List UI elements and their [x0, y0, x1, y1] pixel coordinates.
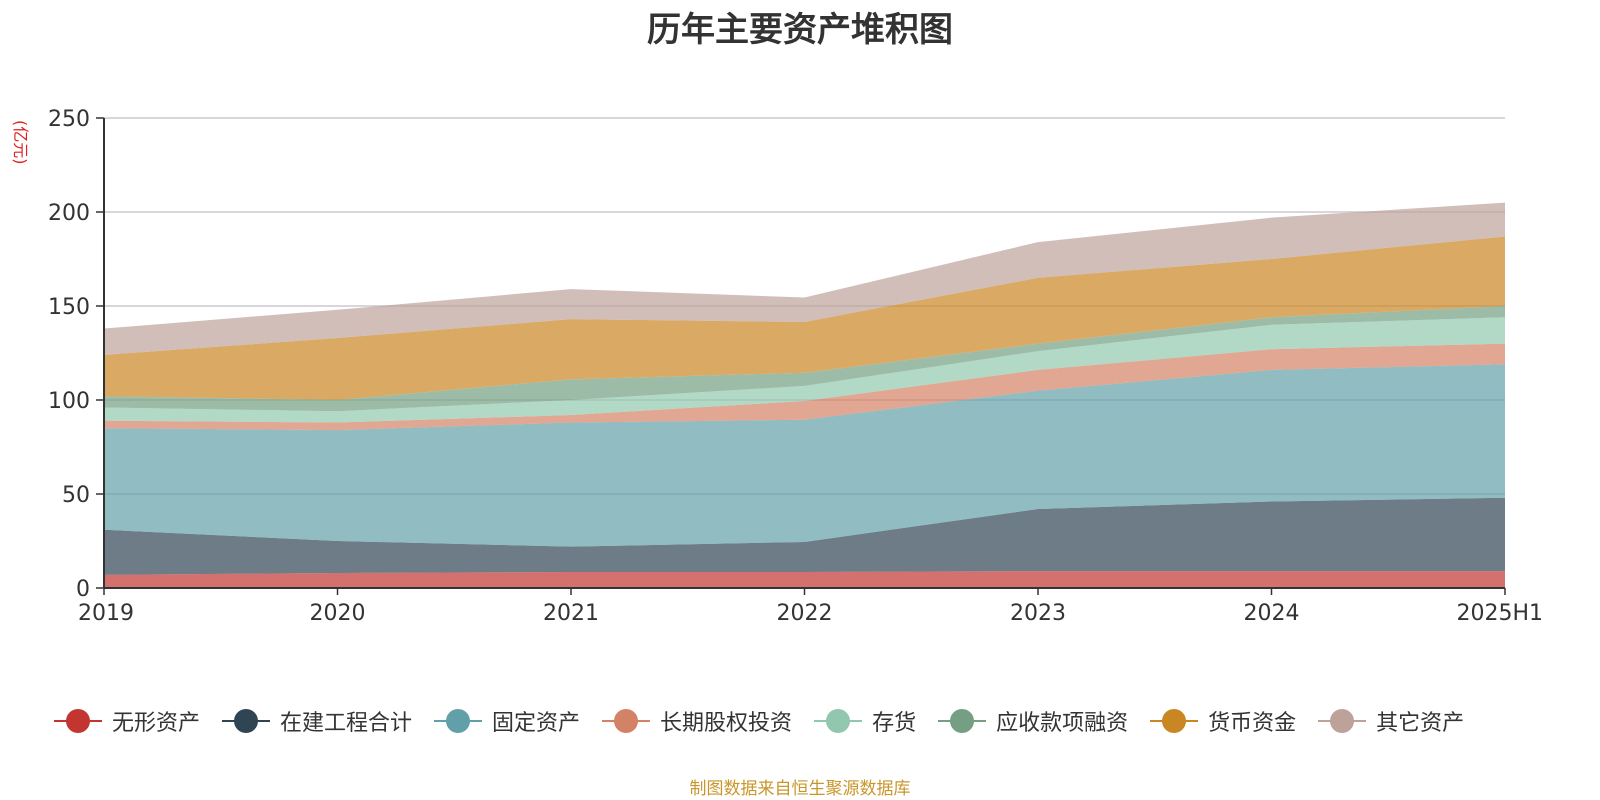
legend-label: 货币资金 [1208, 711, 1297, 736]
x-tick-label: 2024 [1244, 601, 1300, 626]
legend-item-0[interactable]: 无形资产 [54, 705, 200, 737]
source-note: 制图数据来自恒生聚源数据库 [689, 779, 911, 799]
legend-item-5[interactable]: 应收款项融资 [938, 705, 1128, 737]
legend-marker-icon [814, 709, 863, 733]
y-tick-label: 150 [48, 295, 90, 320]
y-tick-label: 100 [48, 389, 90, 414]
legend-label: 应收款项融资 [996, 711, 1129, 736]
y-tick-label: 250 [48, 107, 90, 132]
x-tick-label: 2025H1 [1456, 601, 1543, 626]
y-tick-label: 50 [62, 483, 90, 508]
legend-label: 在建工程合计 [280, 711, 413, 736]
legend-item-6[interactable]: 货币资金 [1150, 705, 1296, 737]
legend-label: 无形资产 [112, 711, 201, 736]
legend-marker-icon [222, 709, 271, 733]
area-series-3 [104, 343, 1505, 431]
chart-title: 历年主要资产堆积图 [647, 10, 953, 50]
legend-marker-icon [434, 709, 483, 733]
legend-item-3[interactable]: 长期股权投资 [602, 705, 792, 737]
legend-item-1[interactable]: 在建工程合计 [222, 705, 412, 737]
x-tick-label: 2019 [78, 601, 134, 626]
legend-label: 固定资产 [492, 711, 581, 736]
axes [96, 117, 1506, 595]
y-tick-label: 200 [48, 201, 90, 226]
legend-label: 长期股权投资 [660, 711, 793, 736]
legend-label: 其它资产 [1376, 711, 1465, 736]
legend-item-7[interactable]: 其它资产 [1318, 705, 1464, 737]
x-tick-label: 2021 [543, 601, 599, 626]
legend-marker-icon [1150, 709, 1199, 733]
area-series-2 [104, 364, 1505, 547]
area-series-4 [104, 317, 1505, 423]
area-series [104, 202, 1505, 588]
x-tick-label: 2020 [310, 601, 366, 626]
area-series-6 [104, 236, 1505, 400]
legend-item-2[interactable]: 固定资产 [434, 705, 580, 737]
area-series-5 [104, 306, 1505, 412]
legend-marker-icon [602, 709, 651, 733]
legend-label: 存货 [872, 711, 917, 736]
legend-marker-icon [1318, 709, 1367, 733]
x-tick-label: 2022 [777, 601, 833, 626]
area-series-1 [104, 497, 1505, 575]
y-tick-label: 0 [76, 577, 90, 602]
area-series-0 [104, 571, 1505, 588]
tick-labels: 0 50 100 150 200 250 2019 2020 2021 2022 2023 2024 2… [48, 107, 1543, 626]
area-series-7 [104, 202, 1505, 355]
x-tick-label: 2023 [1010, 601, 1066, 626]
legend: 无形资产 在建工程合计 固定资产 长期股权投资 存货 应收款项融资 货币资金 其它资产 [54, 704, 1574, 738]
legend-marker-icon [938, 709, 987, 733]
legend-item-4[interactable]: 存货 [814, 705, 916, 737]
legend-marker-icon [54, 709, 102, 733]
